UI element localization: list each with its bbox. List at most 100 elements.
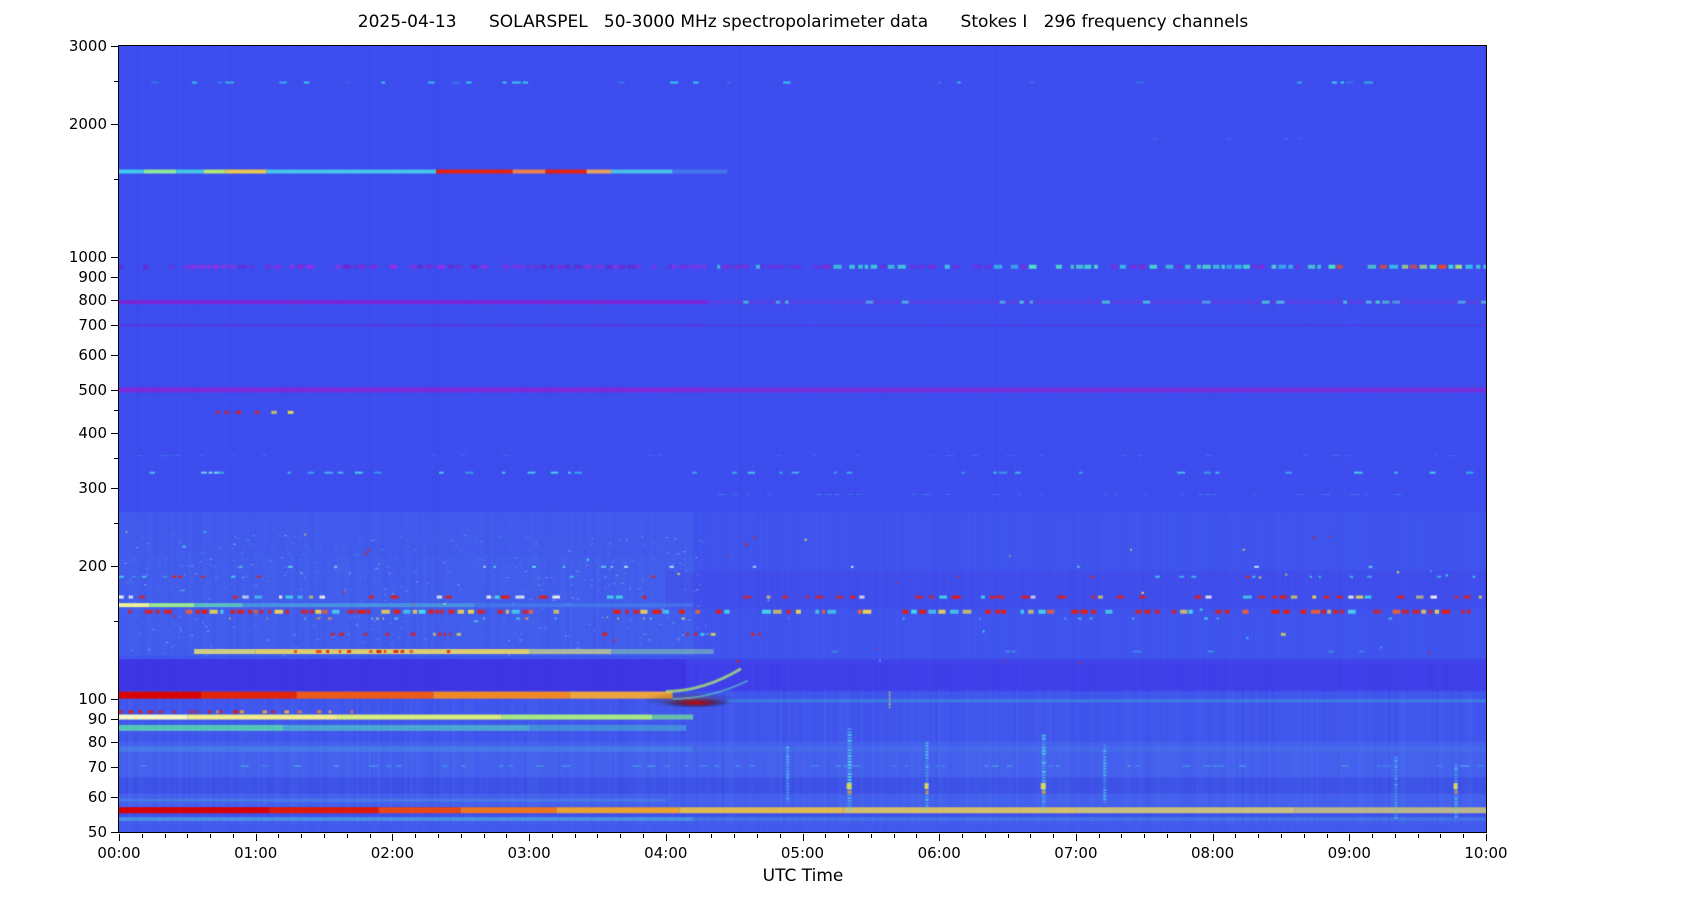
tick-mark (255, 834, 257, 841)
tick-label: 07:00 (1054, 844, 1098, 862)
tick-mark (1394, 834, 1396, 838)
plot-title: 2025-04-13 SOLARSPEL 50-3000 MHz spectro… (357, 12, 1249, 32)
tick-mark (916, 834, 918, 838)
tick-mark (825, 834, 827, 838)
tick-mark (688, 834, 690, 838)
tick-mark (187, 834, 189, 838)
tick-mark (111, 432, 118, 434)
tick-mark (1235, 834, 1237, 838)
tick-mark (1075, 834, 1077, 841)
tick-mark (111, 256, 118, 258)
tick-label: 06:00 (917, 844, 961, 862)
tick-mark (893, 834, 895, 838)
tick-label: 800 (78, 290, 107, 309)
tick-mark (114, 621, 118, 623)
tick-label: 100 (78, 689, 107, 708)
tick-mark (802, 834, 804, 841)
tick-mark (1280, 834, 1282, 838)
tick-mark (1463, 834, 1465, 838)
tick-mark (346, 834, 348, 838)
tick-mark (1349, 834, 1351, 841)
tick-mark (111, 354, 118, 356)
tick-mark (961, 834, 963, 838)
tick-label: 1000 (68, 247, 107, 266)
tick-mark (111, 46, 118, 47)
tick-mark (111, 796, 118, 798)
tick-mark (111, 565, 118, 567)
tick-mark (324, 834, 326, 838)
tick-mark (1189, 834, 1191, 838)
tick-mark (779, 834, 781, 838)
tick-mark (1303, 834, 1305, 838)
tick-mark (1212, 834, 1214, 841)
tick-label: 300 (78, 479, 107, 498)
tick-mark (111, 123, 118, 125)
tick-mark (870, 834, 872, 838)
tick-mark (1372, 834, 1374, 838)
tick-mark (111, 719, 118, 721)
tick-mark (506, 834, 508, 838)
tick-mark (1007, 834, 1009, 838)
tick-mark (643, 834, 645, 838)
tick-mark (551, 834, 553, 838)
tick-label: 200 (78, 556, 107, 575)
tick-mark (114, 523, 118, 525)
tick-mark (483, 834, 485, 838)
tick-mark (1098, 834, 1100, 838)
tick-mark (1326, 834, 1328, 838)
tick-mark (574, 834, 576, 838)
tick-mark (1486, 834, 1487, 841)
tick-mark (114, 458, 118, 460)
tick-label: 80 (87, 732, 107, 751)
tick-mark (711, 834, 713, 838)
plot-area (118, 45, 1487, 833)
tick-label: 60 (87, 787, 107, 806)
tick-label: 00:00 (97, 844, 141, 862)
tick-mark (111, 299, 118, 301)
tick-label: 50 (87, 823, 107, 841)
tick-mark (460, 834, 462, 838)
tick-mark (210, 834, 212, 838)
tick-mark (114, 410, 118, 412)
tick-mark (415, 834, 417, 838)
tick-mark (164, 834, 166, 838)
tick-label: 05:00 (780, 844, 825, 862)
tick-mark (392, 834, 394, 841)
tick-mark (1167, 834, 1169, 838)
tick-label: 70 (87, 758, 107, 777)
tick-mark (114, 179, 118, 181)
tick-label: 400 (78, 423, 107, 442)
tick-mark (141, 834, 143, 838)
tick-label: 90 (87, 710, 107, 729)
tick-mark (119, 834, 120, 841)
tick-label: 900 (78, 268, 107, 287)
tick-mark (111, 277, 118, 279)
tick-mark (529, 834, 531, 841)
tick-label: 600 (78, 345, 107, 364)
tick-label: 02:00 (370, 844, 414, 862)
tick-mark (111, 325, 118, 327)
tick-mark (1258, 834, 1260, 838)
tick-mark (278, 834, 280, 838)
tick-label: 09:00 (1327, 844, 1371, 862)
tick-mark (111, 741, 118, 743)
tick-mark (1417, 834, 1419, 838)
tick-mark (939, 834, 941, 841)
tick-mark (111, 488, 118, 490)
tick-mark (111, 698, 118, 700)
tick-mark (734, 834, 736, 838)
tick-mark (665, 834, 667, 841)
tick-mark (1053, 834, 1055, 838)
tick-mark (1440, 834, 1442, 838)
tick-label: 700 (78, 316, 107, 335)
tick-mark (369, 834, 371, 838)
tick-label: 3000 (68, 37, 107, 55)
tick-mark (111, 767, 118, 769)
tick-mark (232, 834, 234, 838)
tick-mark (114, 81, 118, 82)
tick-mark (620, 834, 622, 838)
tick-mark (1144, 834, 1146, 838)
tick-mark (111, 832, 118, 833)
tick-label: 01:00 (234, 844, 278, 862)
tick-label: 04:00 (644, 844, 688, 862)
